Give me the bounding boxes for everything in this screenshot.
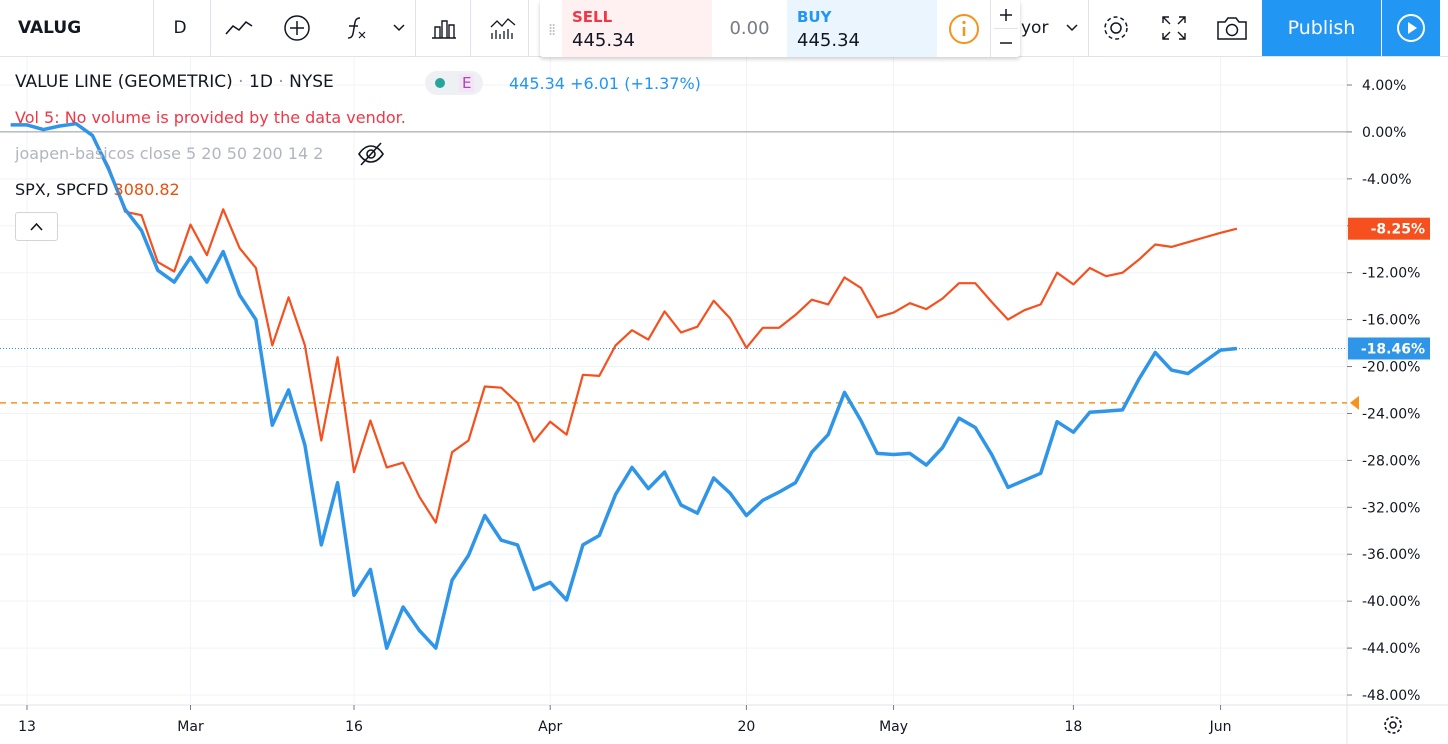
compare-last: 3080.82 bbox=[113, 180, 180, 199]
y-tick-label: -40.00% bbox=[1362, 594, 1420, 610]
x-tick-label: May bbox=[879, 719, 908, 735]
play-button[interactable] bbox=[1382, 0, 1440, 56]
gear-hub bbox=[1389, 721, 1397, 729]
toolbar: VALUG D ⁞⁞ SELL 445.34 0.00 BUY 445.34 y… bbox=[0, 0, 1448, 57]
templates-button[interactable] bbox=[427, 0, 461, 56]
compare-name: SPX, SPCFD bbox=[15, 180, 109, 199]
x-tick-label: 20 bbox=[737, 719, 755, 735]
separator bbox=[153, 0, 154, 56]
legend-main: VALUE LINE (GEOMETRIC) · 1D · NYSE bbox=[15, 72, 334, 92]
last-value-label: -18.46% bbox=[1361, 341, 1425, 357]
x-tick-label: Mar bbox=[177, 719, 204, 735]
sell-button[interactable]: SELL 445.34 bbox=[562, 0, 712, 57]
indicators-button[interactable] bbox=[338, 0, 372, 56]
buy-label: BUY bbox=[797, 8, 832, 26]
y-tick-label: -4.00% bbox=[1362, 172, 1412, 188]
indicator-name: joapen-basicos close 5 20 50 200 14 2 bbox=[15, 144, 324, 163]
series-name: VALUE LINE (GEOMETRIC) bbox=[15, 72, 233, 92]
y-tick-label: 4.00% bbox=[1362, 78, 1406, 94]
spread: 0.00 bbox=[729, 18, 770, 39]
series-line bbox=[10, 121, 1238, 650]
market-open-dot bbox=[435, 78, 445, 88]
last-value-tag bbox=[1348, 217, 1430, 240]
separator bbox=[210, 0, 211, 56]
y-tick-label: -28.00% bbox=[1362, 453, 1420, 469]
info-icon[interactable] bbox=[948, 13, 980, 45]
gear-ring bbox=[1384, 716, 1402, 734]
interval[interactable]: D bbox=[173, 18, 187, 38]
last-value-label: -8.25% bbox=[1371, 222, 1425, 238]
collapse-legend-button[interactable] bbox=[15, 212, 58, 241]
buy-button[interactable]: BUY 445.34 bbox=[787, 0, 937, 57]
last-price: 445.34 bbox=[509, 74, 565, 93]
publish-button[interactable]: Publish bbox=[1262, 0, 1381, 56]
buy-price: 445.34 bbox=[797, 30, 860, 51]
symbol[interactable]: VALUG bbox=[18, 18, 82, 38]
indicator-legend: joapen-basicos close 5 20 50 200 14 2 bbox=[15, 144, 323, 163]
replay-button[interactable] bbox=[486, 0, 520, 56]
earnings-badge: E bbox=[459, 74, 475, 92]
settings-button[interactable] bbox=[1099, 0, 1133, 56]
hidden-icon[interactable] bbox=[357, 141, 385, 167]
change-percent: (+1.37%) bbox=[624, 74, 701, 93]
quantity-stepper[interactable] bbox=[990, 0, 1021, 57]
y-tick-label: -36.00% bbox=[1362, 547, 1420, 563]
y-tick-label: -32.00% bbox=[1362, 500, 1420, 516]
dot: · bbox=[272, 72, 290, 92]
x-tick-label: 13 bbox=[18, 719, 36, 735]
drag-handle[interactable]: ⁞⁞ bbox=[548, 20, 556, 39]
legend-price: 445.34 +6.01 (+1.37%) bbox=[509, 74, 701, 93]
y-tick-label: 0.00% bbox=[1362, 125, 1406, 141]
x-tick-label: 16 bbox=[345, 719, 363, 735]
layout-name[interactable]: yor bbox=[1021, 18, 1049, 38]
dot: · bbox=[232, 72, 249, 92]
legend-interval: 1D bbox=[249, 72, 273, 92]
x-tick-label: Apr bbox=[538, 719, 562, 735]
y-tick-label: -48.00% bbox=[1362, 688, 1420, 704]
reference-marker bbox=[1350, 395, 1359, 410]
separator bbox=[470, 0, 471, 56]
sell-price: 445.34 bbox=[572, 30, 635, 51]
compare-button[interactable] bbox=[280, 0, 314, 56]
y-tick-label: -16.00% bbox=[1362, 313, 1420, 329]
y-tick-label: -24.00% bbox=[1362, 406, 1420, 422]
y-tick-label: -44.00% bbox=[1362, 641, 1420, 657]
status-badge[interactable]: E bbox=[425, 71, 483, 95]
separator bbox=[528, 0, 529, 56]
volume-message: No volume is provided by the data vendor… bbox=[64, 108, 406, 127]
compare-legend: SPX, SPCFD 3080.82 bbox=[15, 180, 180, 199]
axis-settings-button[interactable] bbox=[1384, 716, 1402, 734]
x-tick-label: Jun bbox=[1209, 719, 1232, 735]
series-line bbox=[10, 122, 1238, 524]
volume-legend: Vol 5: No volume is provided by the data… bbox=[15, 108, 406, 127]
sell-label: SELL bbox=[572, 8, 613, 26]
y-tick-label: -12.00% bbox=[1362, 266, 1420, 282]
trading-widget: ⁞⁞ SELL 445.34 0.00 BUY 445.34 bbox=[540, 0, 1020, 57]
dropdown-caret[interactable] bbox=[1063, 0, 1081, 56]
change: +6.01 bbox=[570, 74, 620, 93]
fullscreen-button[interactable] bbox=[1157, 0, 1191, 56]
separator bbox=[1088, 0, 1089, 56]
snapshot-button[interactable] bbox=[1215, 0, 1249, 56]
volume-name: Vol 5: bbox=[15, 108, 60, 127]
x-tick-label: 18 bbox=[1064, 719, 1082, 735]
dropdown-caret[interactable] bbox=[390, 0, 408, 56]
chart-style-button[interactable] bbox=[222, 0, 256, 56]
separator bbox=[415, 0, 416, 56]
last-value-tag bbox=[1348, 337, 1430, 360]
y-tick-label: -20.00% bbox=[1362, 360, 1420, 376]
legend-exchange: NYSE bbox=[289, 72, 334, 92]
